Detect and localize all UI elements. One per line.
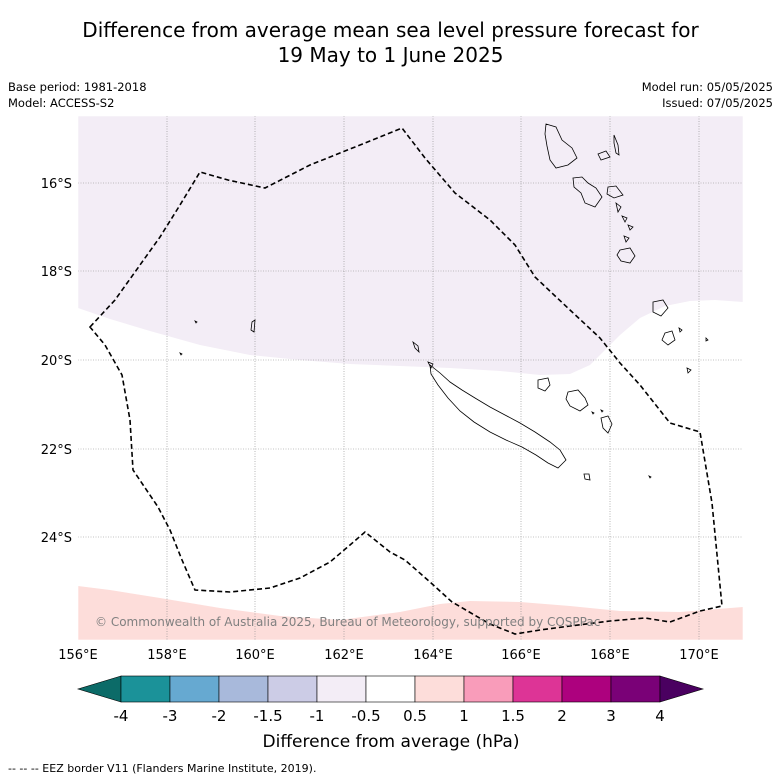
copyright-notice: © Commonwealth of Australia 2025, Bureau… [95,615,600,629]
lat-label: 24°S [41,531,72,546]
anomaly-region-north [78,116,743,375]
longitude-labels: 156°E 158°E 160°E 162°E 164°E 166°E 168°… [58,648,719,663]
lon-label: 170°E [679,648,719,663]
colorbar-tick-label: 1 [459,707,469,725]
lon-label: 166°E [501,648,541,663]
colorbar-segment [316,675,367,703]
colorbar-segment [169,675,220,703]
new-caledonia-coast [429,364,567,469]
lon-label: 162°E [324,648,364,663]
colorbar-tick-label: -3 [163,707,178,725]
colorbar-tick-label: 0.5 [403,707,427,725]
colorbar-arrow-left [76,675,122,703]
lat-label: 20°S [41,354,72,369]
lon-label: 168°E [590,648,630,663]
lon-label: 164°E [413,648,453,663]
colorbar-label: Difference from average (hPa) [263,732,520,752]
colorbar-segment [610,675,661,703]
metadata-right: Model run: 05/05/2025 Issued: 07/05/2025 [642,79,773,111]
metadata-left: Base period: 1981-2018 Model: ACCESS-S2 [8,79,147,111]
loyalty-islands-coast [537,377,551,392]
title-line-1: Difference from average mean sea level p… [82,18,699,42]
colorbar-ticks: -4 -3 -2 -1.5 -1 -0.5 0.5 1 1.5 2 3 4 [114,707,665,725]
colorbar-segment [512,675,563,703]
colorbar-tick-label: 3 [606,707,616,725]
colorbar-tick-label: -1 [310,707,325,725]
issued-date: Issued: 07/05/2025 [662,96,773,110]
colorbar-tick-label: -1.5 [253,707,282,725]
colorbar-segment [561,675,612,703]
map-frame [77,115,744,641]
colorbar-segment [120,675,171,703]
colorbar-segment [414,675,465,703]
colorbar-segment [463,675,514,703]
lat-label: 16°S [41,177,72,192]
latitude-labels: 16°S 18°S 20°S 22°S 24°S [41,177,72,546]
colorbar-tick-label: 4 [655,707,665,725]
colorbar-tick-label: -4 [114,707,129,725]
map-area [78,116,743,640]
base-period: Base period: 1981-2018 [8,80,147,94]
lon-label: 158°E [147,648,187,663]
graticule [78,116,743,640]
colorbar-arrow-right [659,675,705,703]
map-title: Difference from average mean sea level p… [0,18,781,68]
colorbar-tick-label: -0.5 [351,707,380,725]
colorbar-segment [218,675,269,703]
lon-label: 156°E [58,648,98,663]
fiji-coast [652,299,669,317]
colorbar-segment [365,675,416,703]
colorbar-tick-label: 1.5 [501,707,525,725]
colorbar: -4 -3 -2 -1.5 -1 -0.5 0.5 1 1.5 2 3 4 Difference fr… [76,675,705,752]
colorbar-segments [76,675,705,703]
title-line-2: 19 May to 1 June 2025 [277,43,504,67]
vanuatu-coast [544,123,578,169]
model-name: Model: ACCESS-S2 [8,96,115,110]
coastlines [179,123,709,481]
lat-label: 22°S [41,443,72,458]
colorbar-tick-label: -2 [212,707,227,725]
colorbar-segment [267,675,318,703]
model-run: Model run: 05/05/2025 [641,80,773,94]
anomaly-region-south [78,586,743,640]
lat-label: 18°S [41,265,72,280]
colorbar-tick-label: 2 [557,707,567,725]
eez-footnote: -- -- -- EEZ border V11 (Flanders Marine… [8,762,317,775]
lon-label: 160°E [235,648,275,663]
